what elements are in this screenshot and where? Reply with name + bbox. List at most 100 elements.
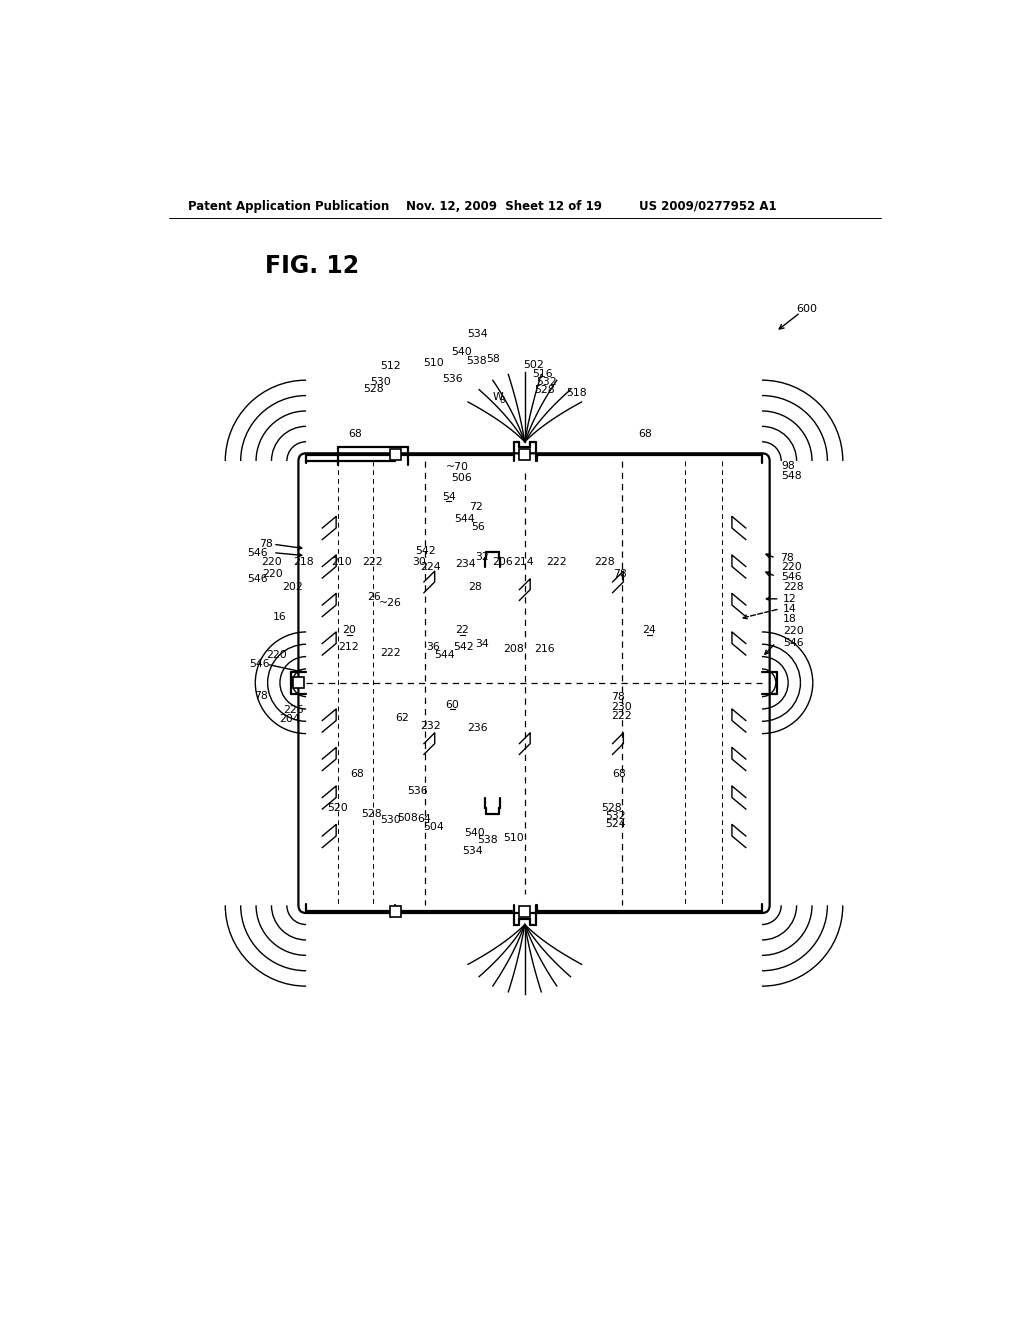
Text: 540: 540 [452,347,472,356]
Text: US 2009/0277952 A1: US 2009/0277952 A1 [639,199,776,213]
Text: 528: 528 [361,809,382,818]
Text: 546: 546 [250,659,270,669]
Text: 202: 202 [282,582,303,591]
Text: 62: 62 [395,713,410,723]
Text: 548: 548 [781,471,802,480]
Text: 78: 78 [259,539,273,549]
Text: 230: 230 [611,702,632,711]
Text: 78: 78 [611,693,625,702]
Text: 22: 22 [456,626,469,635]
Text: 512: 512 [380,362,400,371]
Text: W: W [493,392,503,403]
Text: 546: 546 [248,548,268,557]
Text: 26: 26 [367,591,381,602]
Text: 226: 226 [284,705,304,715]
Text: 220: 220 [781,561,802,572]
Text: 546: 546 [781,572,802,582]
Text: Patent Application Publication: Patent Application Publication [188,199,389,213]
Text: 510: 510 [504,833,524,842]
Text: 68: 68 [350,770,364,779]
Text: 222: 222 [611,711,632,721]
Text: 236: 236 [467,723,487,733]
Text: 34: 34 [475,639,488,649]
Text: 68: 68 [348,429,362,440]
Text: 68: 68 [612,770,626,779]
Text: 532: 532 [536,378,557,388]
Text: 54: 54 [441,492,456,502]
Text: 204: 204 [280,714,300,723]
Text: 212: 212 [338,643,358,652]
Text: 546: 546 [248,574,268,583]
Text: ~70: ~70 [445,462,469,473]
Text: Nov. 12, 2009  Sheet 12 of 19: Nov. 12, 2009 Sheet 12 of 19 [407,199,602,213]
Text: 530: 530 [371,376,391,387]
Text: 208: 208 [503,644,523,653]
Text: 64: 64 [417,814,431,824]
Bar [390,449,400,461]
Text: 210: 210 [331,557,352,566]
Text: 516: 516 [532,370,553,379]
Text: 220: 220 [261,557,282,566]
Text: 78: 78 [255,690,268,701]
Text: 24: 24 [643,626,656,635]
Text: 530: 530 [381,814,401,825]
Text: 532: 532 [605,810,626,821]
Text: 538: 538 [477,834,498,845]
Text: 14: 14 [782,603,797,614]
Text: 536: 536 [408,787,428,796]
Bar [293,677,304,688]
Text: 518: 518 [566,388,587,399]
Text: 8: 8 [500,396,505,405]
Text: 234: 234 [456,560,476,569]
Text: 220: 220 [262,569,284,579]
Text: 68: 68 [638,429,652,440]
Bar [390,906,400,917]
Text: 98: 98 [781,462,795,471]
Text: 78: 78 [779,553,794,564]
Text: 528: 528 [364,384,384,395]
Text: 72: 72 [469,502,482,512]
Bar [519,906,530,917]
Text: 58: 58 [486,354,500,363]
Text: 12: 12 [782,594,797,603]
Text: 228: 228 [595,557,615,566]
Text: 32: 32 [475,552,488,562]
Text: 540: 540 [464,828,485,838]
Text: 534: 534 [462,846,482,857]
Text: 222: 222 [381,648,401,657]
Text: 528: 528 [601,803,622,813]
Text: 218: 218 [294,557,314,566]
Text: 508: 508 [397,813,418,822]
Text: 504: 504 [424,822,444,832]
Text: 546: 546 [782,638,804,648]
Text: 222: 222 [362,557,383,566]
Text: 524: 524 [605,818,626,829]
Text: 206: 206 [493,557,513,566]
Text: 30: 30 [413,557,426,566]
Text: 510: 510 [423,358,443,368]
Text: 538: 538 [466,356,486,366]
Text: 528: 528 [535,385,555,395]
Text: 220: 220 [266,649,288,660]
Text: 224: 224 [421,562,441,573]
Text: 534: 534 [467,329,487,339]
Text: 228: 228 [782,582,804,593]
Text: 502: 502 [523,360,545,370]
Text: 600: 600 [796,304,817,314]
Text: 36: 36 [426,643,440,652]
Text: 216: 216 [534,644,554,653]
Text: 542: 542 [453,643,473,652]
Text: 542: 542 [415,546,436,556]
Text: 18: 18 [782,614,797,624]
Text: 214: 214 [513,557,534,566]
Text: FIG. 12: FIG. 12 [265,255,359,279]
Text: 16: 16 [273,612,287,622]
Text: 78: 78 [613,569,627,579]
Text: 56: 56 [471,523,484,532]
Bar [519,449,530,461]
Text: 520: 520 [328,803,348,813]
Text: 222: 222 [546,557,566,566]
Text: 220: 220 [782,626,804,636]
Text: 536: 536 [442,374,463,384]
Text: 544: 544 [455,513,475,524]
